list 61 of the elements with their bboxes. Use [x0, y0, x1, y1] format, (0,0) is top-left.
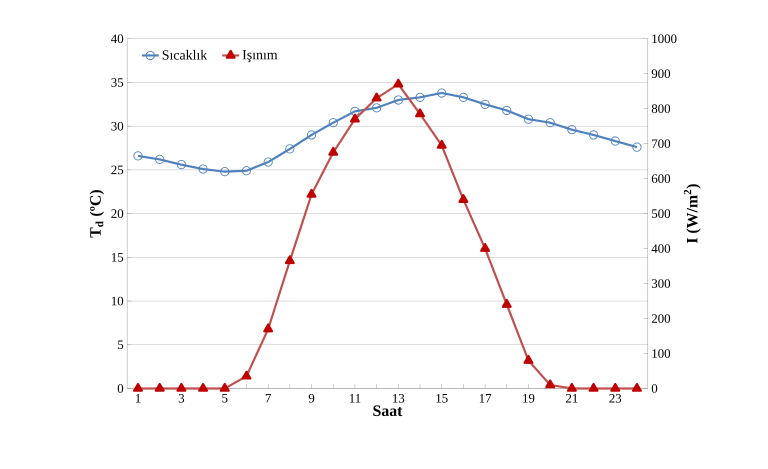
point — [415, 92, 425, 102]
y-axis-title: T$_{d}$ (ºC) — [90, 190, 104, 238]
point — [524, 114, 534, 124]
x-tick-label: 15 — [436, 394, 448, 403]
y2-tick-label: 0 — [652, 384, 658, 393]
y2-tick-label: 800 — [652, 104, 670, 114]
legend-label: Işınım — [242, 50, 278, 62]
point — [372, 103, 382, 112]
legend-label: Sıcaklık — [162, 50, 208, 60]
point — [567, 125, 576, 134]
point — [480, 100, 490, 109]
point — [394, 95, 403, 105]
x-tick-label: 7 — [266, 394, 272, 402]
point — [176, 160, 186, 170]
point — [328, 118, 338, 128]
point — [502, 106, 512, 116]
point — [285, 144, 294, 154]
y2-tick-label: 500 — [652, 209, 670, 218]
x-tick-label: 21 — [566, 394, 578, 402]
point — [155, 154, 164, 164]
y2-axis-title: I (W/m$^{2}$) — [684, 184, 701, 244]
point — [437, 88, 446, 98]
y2-tick-label: 700 — [652, 139, 670, 148]
point — [350, 106, 360, 116]
point — [306, 130, 316, 140]
point — [220, 167, 230, 176]
x-tick-label: 5 — [222, 394, 228, 403]
x-tick-label: 23 — [609, 394, 622, 403]
point — [632, 142, 642, 152]
x-axis-title: Saat — [373, 405, 402, 416]
y2-tick-label: 300 — [652, 279, 670, 288]
x-tick-label: 3 — [178, 394, 184, 403]
point — [458, 92, 468, 102]
point — [264, 157, 273, 167]
y-tick-label: 35 — [111, 78, 124, 87]
y-tick-label: 5 — [118, 340, 124, 350]
y2-tick-label: 100 — [652, 349, 670, 358]
point — [133, 151, 143, 161]
y-tick-label: 10 — [112, 296, 124, 306]
y-tick-label: 40 — [111, 34, 124, 44]
x-tick-label: 9 — [308, 394, 314, 403]
x-tick-label: 1 — [136, 394, 140, 402]
y2-tick-label: 200 — [652, 314, 670, 323]
point — [610, 136, 620, 146]
x-tick-label: 17 — [480, 394, 492, 402]
point — [242, 166, 252, 176]
point — [546, 118, 555, 128]
y-tick-label: 15 — [112, 253, 124, 262]
y2-tick-label: 600 — [652, 174, 670, 183]
x-tick-label: 13 — [393, 394, 404, 403]
y-tick-label: 25 — [111, 166, 124, 174]
y-tick-label: 20 — [111, 209, 124, 218]
x-tick-label: 11 — [350, 394, 360, 402]
point — [198, 164, 208, 174]
y-tick-label: 0 — [118, 384, 124, 393]
y-tick-label: 30 — [111, 122, 124, 131]
y2-tick-label: 1000 — [652, 34, 677, 44]
point — [588, 130, 598, 140]
x-tick-label: 19 — [523, 394, 534, 403]
y2-tick-label: 400 — [652, 244, 670, 253]
y2-tick-label: 900 — [652, 69, 670, 78]
